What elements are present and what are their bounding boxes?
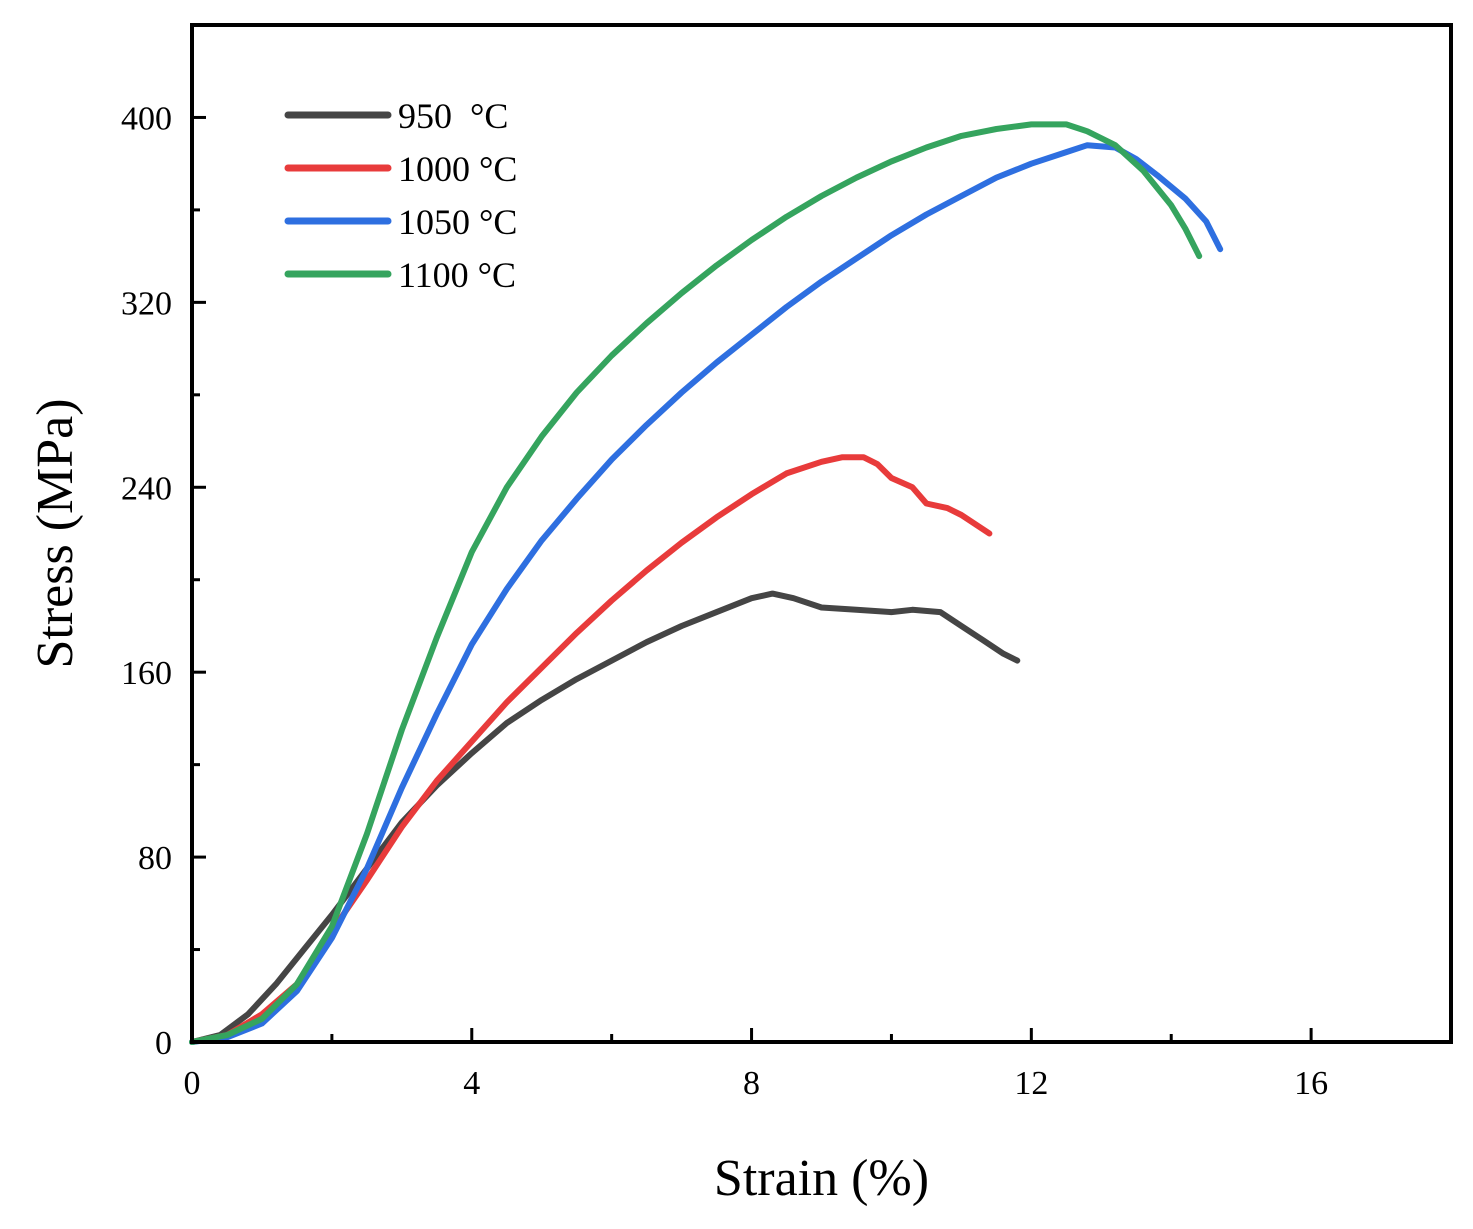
series-line-0 <box>189 590 1021 1045</box>
legend-label-1: 1000 °C <box>398 149 517 189</box>
legend-label-2: 1050 °C <box>398 202 517 242</box>
x-tick-label: 8 <box>743 1065 760 1102</box>
legend: 950 °C 1000 °C 1050 °C 1100 °C <box>284 96 517 295</box>
series-line-2 <box>189 142 1224 1045</box>
x-tick-label: 12 <box>1014 1065 1048 1102</box>
x-tick-label: 0 <box>184 1065 201 1102</box>
x-tick-label: 4 <box>463 1065 480 1102</box>
y-tick-label: 0 <box>155 1025 172 1062</box>
y-axis-title: Stress (MPa) <box>27 398 84 668</box>
y-tick-label: 160 <box>121 655 172 692</box>
x-axis-title: Strain (%) <box>714 1150 929 1207</box>
y-tick-label: 400 <box>121 100 172 137</box>
series-lines <box>189 121 1224 1045</box>
legend-label-3: 1100 °C <box>398 255 516 295</box>
y-tick-label: 80 <box>138 840 172 877</box>
legend-label-0: 950 °C <box>398 96 508 136</box>
plot-frame <box>190 23 1453 1044</box>
x-tick-label: 16 <box>1294 1065 1328 1102</box>
y-tick-label: 320 <box>121 285 172 322</box>
y-tick-label: 240 <box>121 470 172 507</box>
series-line-3 <box>189 121 1203 1045</box>
